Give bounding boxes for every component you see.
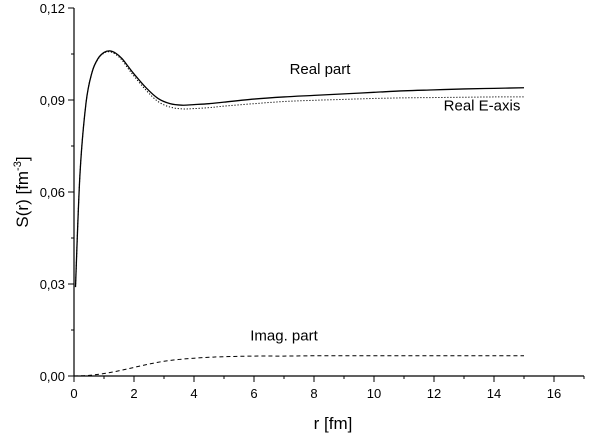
y-tick-label: 0,00 bbox=[40, 369, 65, 384]
y-axis-title-close: ] bbox=[13, 156, 32, 161]
annotation-real-e-axis: Real E-axis bbox=[444, 98, 521, 115]
series-line-imag-part bbox=[73, 355, 524, 377]
x-tick-label: 4 bbox=[190, 386, 197, 401]
x-tick-label: 12 bbox=[427, 386, 441, 401]
series-line-real-e-axis bbox=[75, 51, 525, 288]
y-tick-label: 0,03 bbox=[40, 277, 65, 292]
y-axis-title-main: S(r) [fm bbox=[13, 171, 32, 228]
series-line-real-part bbox=[74, 50, 525, 288]
annotations: Real part Real E-axis Imag. part bbox=[250, 61, 520, 345]
annotation-real-part: Real part bbox=[290, 61, 352, 78]
x-tick-label: 10 bbox=[367, 386, 381, 401]
series-layer bbox=[73, 50, 525, 377]
y-tick-label: 0,09 bbox=[40, 93, 65, 108]
x-axis-ticks: 0 2 4 6 8 10 12 14 16 bbox=[70, 376, 585, 401]
x-tick-label: 6 bbox=[250, 386, 257, 401]
x-tick-label: 14 bbox=[487, 386, 501, 401]
y-tick-label: 0,12 bbox=[40, 1, 65, 16]
x-tick-label: 2 bbox=[130, 386, 137, 401]
x-tick-label: 0 bbox=[70, 386, 77, 401]
y-axis-title: S(r) [fm-3] bbox=[12, 156, 32, 227]
y-axis-ticks: 0,00 0,03 0,06 0,09 0,12 bbox=[40, 1, 74, 384]
annotation-imag-part: Imag. part bbox=[250, 328, 318, 345]
y-axis-title-superscript: -3 bbox=[12, 161, 24, 171]
x-tick-label: 8 bbox=[310, 386, 317, 401]
x-tick-label: 16 bbox=[547, 386, 561, 401]
x-axis-title: r [fm] bbox=[314, 414, 353, 433]
y-tick-label: 0,06 bbox=[40, 185, 65, 200]
